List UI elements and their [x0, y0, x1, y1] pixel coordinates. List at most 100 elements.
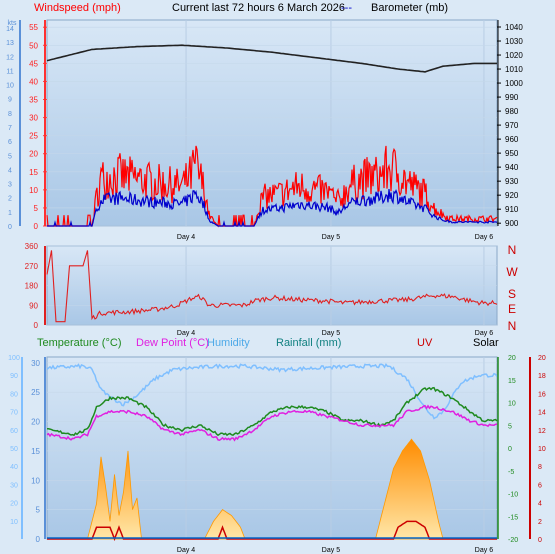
temperature-line: [47, 386, 498, 437]
x-tick-label: Day 5: [322, 234, 340, 241]
kts-tick-label: 11: [6, 68, 13, 75]
temp-tick-label: -15: [508, 514, 518, 521]
compass-label: N: [508, 319, 517, 333]
rain-tick-label: 14: [538, 410, 546, 417]
baro-tick-label: 1030: [505, 37, 523, 46]
wind-tick-label: 45: [29, 59, 38, 68]
kts-tick-label: 9: [8, 97, 12, 104]
wind-tick-label: 20: [29, 150, 38, 159]
dir-tick-label: 360: [25, 242, 39, 251]
kts-tick-label: 1: [8, 210, 12, 217]
baro-tick-label: 930: [505, 177, 519, 186]
compass-label: E: [508, 302, 516, 316]
dir-tick-label: 0: [34, 321, 39, 330]
humidity-tick-label: 80: [10, 391, 18, 398]
rain-tick-label: 20: [538, 355, 546, 362]
kts-tick-label: 2: [8, 196, 12, 203]
baro-tick-label: 940: [505, 163, 519, 172]
left-tick-label: 0: [36, 535, 41, 544]
kts-tick-label: 14: [6, 26, 14, 33]
baro-tick-label: 1020: [505, 51, 523, 60]
legend-rainfall: Rainfall (mm): [276, 337, 341, 349]
dir-tick-label: 270: [25, 262, 39, 271]
uv-line: [47, 520, 497, 542]
x-tick-label: Day 6: [475, 547, 493, 554]
x-tick-label: Day 6: [475, 330, 493, 337]
humidity-tick-label: 60: [10, 428, 18, 435]
kts-tick-label: 7: [8, 125, 12, 132]
wind-tick-label: 30: [29, 114, 38, 123]
dewpoint-line: [46, 404, 498, 442]
kts-tick-label: 13: [6, 40, 14, 47]
windspeed-label: Windspeed (mph): [34, 2, 121, 14]
baro-tick-label: 1040: [505, 23, 523, 32]
wind-tick-label: 5: [34, 204, 39, 213]
temp-tick-label: 0: [508, 446, 512, 453]
rain-tick-label: 8: [538, 464, 542, 471]
wind-tick-label: 35: [29, 96, 38, 105]
humidity-tick-label: 70: [10, 410, 18, 417]
left-tick-label: 10: [31, 476, 40, 485]
baro-tick-label: 990: [505, 93, 519, 102]
title-dash: ---: [341, 2, 352, 14]
left-tick-label: 20: [31, 418, 40, 427]
humidity-tick-label: 50: [10, 446, 18, 453]
legend-temperature: Temperature (°C): [37, 337, 121, 349]
humidity-tick-label: 30: [10, 482, 18, 489]
temp-tick-label: -20: [508, 537, 518, 544]
humidity-tick-label: 20: [10, 501, 18, 508]
humidity-tick-label: 90: [10, 373, 18, 380]
wind-tick-label: 15: [29, 168, 38, 177]
rain-tick-label: 12: [538, 428, 546, 435]
kts-unit-label: kts: [8, 20, 17, 27]
rain-tick-label: 4: [538, 501, 542, 508]
temp-tick-label: 20: [508, 355, 516, 362]
left-tick-label: 25: [31, 388, 40, 397]
x-tick-label: Day 4: [177, 547, 195, 554]
humidity-line: [46, 363, 498, 420]
temp-tick-label: 5: [508, 423, 512, 430]
baro-tick-label: 1010: [505, 65, 523, 74]
left-tick-label: 5: [36, 506, 41, 515]
chart-title: Current last 72 hours 6 March 2026: [172, 2, 345, 14]
rain-tick-label: 0: [538, 537, 542, 544]
kts-tick-label: 5: [8, 153, 12, 160]
humidity-tick-label: 100: [8, 355, 20, 362]
baro-tick-label: 920: [505, 191, 519, 200]
x-tick-label: Day 5: [322, 330, 340, 337]
rain-tick-label: 6: [538, 482, 542, 489]
rain-tick-label: 18: [538, 373, 546, 380]
baro-tick-label: 950: [505, 149, 519, 158]
wind-tick-label: 55: [29, 23, 38, 32]
x-tick-label: Day 4: [177, 330, 195, 337]
legend-uv: UV: [417, 337, 433, 349]
humidity-tick-label: 10: [10, 519, 18, 526]
baro-tick-label: 960: [505, 135, 519, 144]
kts-tick-label: 3: [8, 182, 12, 189]
kts-tick-label: 0: [8, 224, 12, 231]
direction-line: [46, 250, 498, 323]
dir-tick-label: 90: [29, 301, 38, 310]
wind-tick-label: 50: [29, 41, 38, 50]
legend-humidity: Humidity: [207, 337, 250, 349]
barometer-label: Barometer (mb): [371, 2, 448, 14]
barometer-line: [46, 44, 497, 73]
dir-tick-label: 180: [25, 282, 39, 291]
x-tick-label: Day 4: [177, 234, 195, 241]
wind-tick-label: 0: [34, 222, 39, 231]
kts-tick-label: 12: [6, 54, 14, 61]
x-tick-label: Day 5: [322, 547, 340, 554]
legend-dewpoint: Dew Point (°C): [136, 337, 209, 349]
x-tick-label: Day 6: [475, 234, 493, 241]
baro-tick-label: 980: [505, 107, 519, 116]
kts-tick-label: 4: [8, 167, 12, 174]
baro-tick-label: 1000: [505, 79, 523, 88]
compass-label: N: [508, 243, 517, 257]
rain-tick-label: 10: [538, 446, 546, 453]
temp-tick-label: -5: [508, 469, 514, 476]
rain-tick-label: 2: [538, 519, 542, 526]
humidity-tick-label: 40: [10, 464, 18, 471]
wind-tick-label: 25: [29, 132, 38, 141]
compass-label: S: [508, 287, 516, 301]
